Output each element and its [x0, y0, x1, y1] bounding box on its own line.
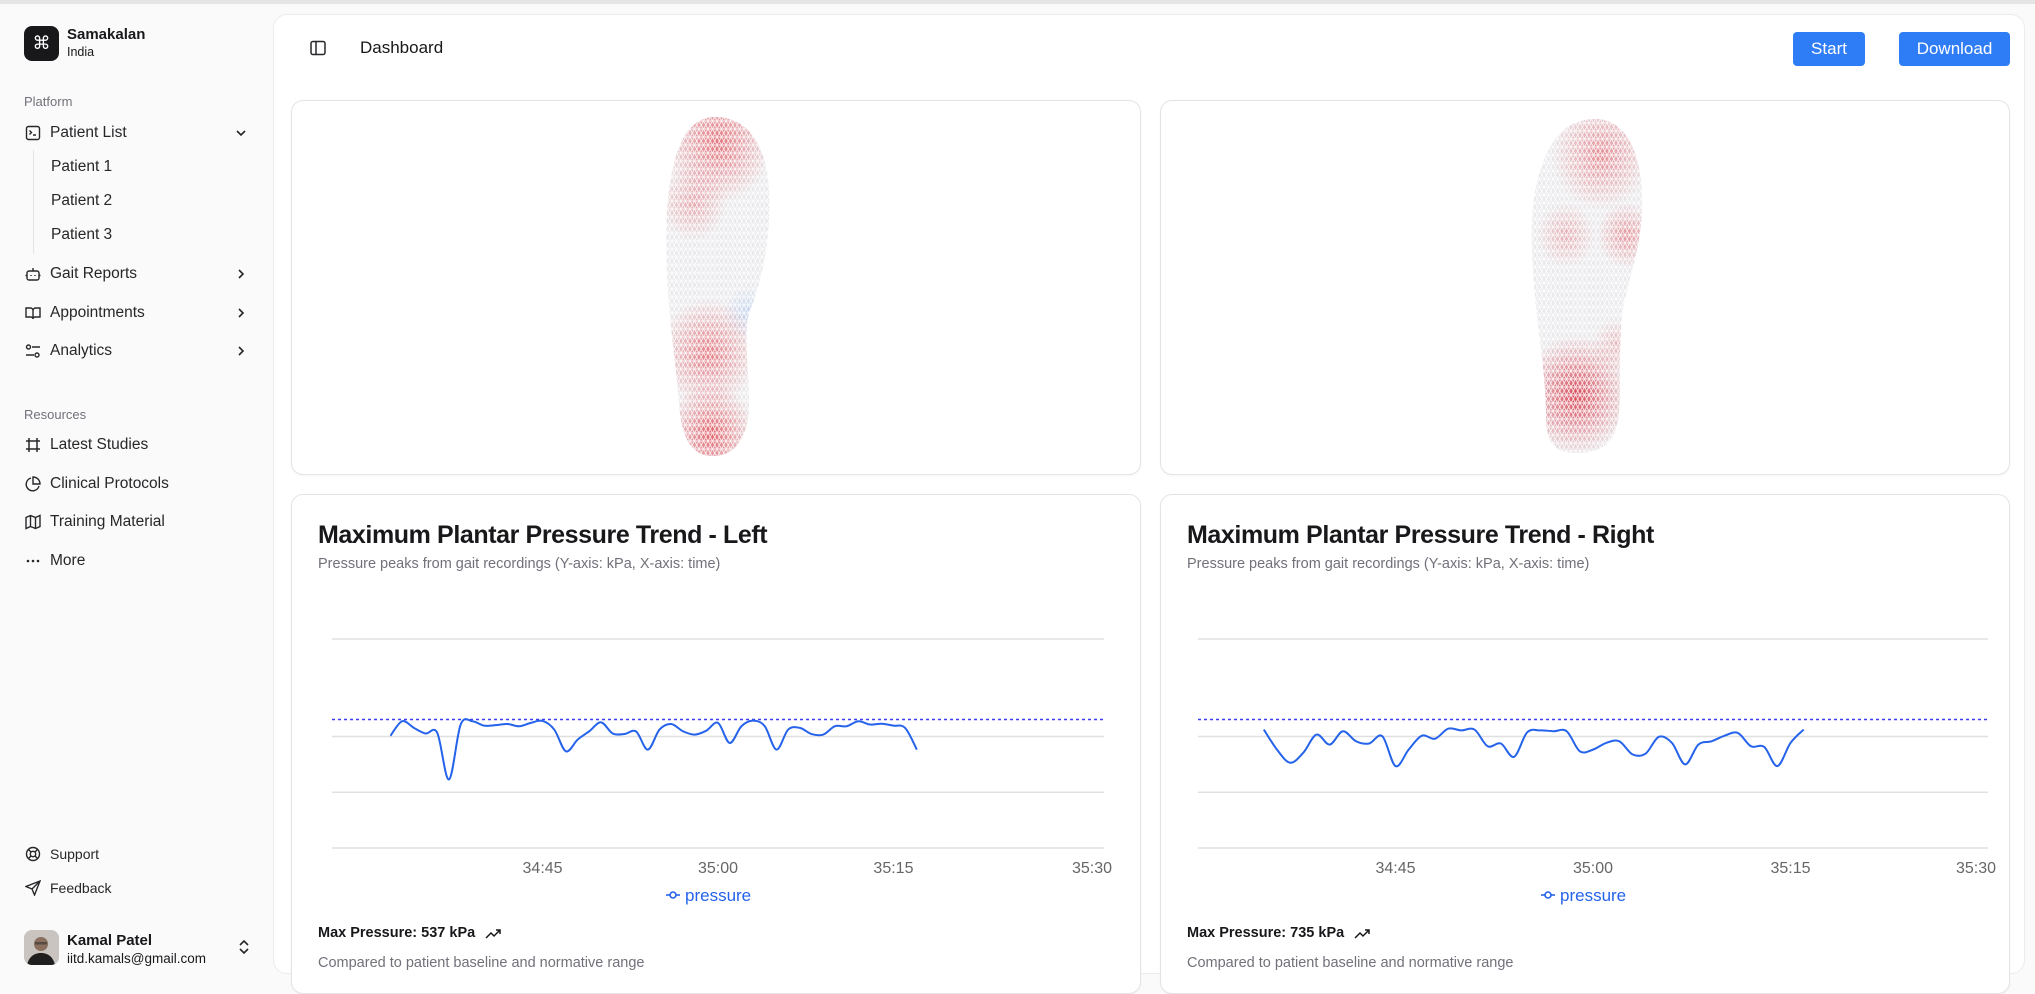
comparison-note: Compared to patient baseline and normati…	[318, 955, 644, 971]
pie-chart-icon	[24, 475, 42, 493]
chevron-down-icon	[232, 124, 250, 142]
sidebar-item-label: Training Material	[50, 513, 165, 531]
sidebar-item-training-material[interactable]: Training Material	[24, 507, 254, 537]
main-panel: Dashboard Start Download Maximum Plantar…	[273, 14, 2025, 974]
pressure-line-chart-left: 34:45 35:00 35:15 35:30 pressure	[292, 595, 1142, 915]
sidebar-item-patient-3[interactable]: Patient 3	[51, 220, 112, 250]
platform-label: Platform	[24, 94, 72, 109]
life-buoy-icon	[24, 845, 42, 863]
brand-subtitle: India	[67, 45, 94, 59]
sidebar-item-more[interactable]: More	[24, 546, 254, 576]
x-tick-label: 34:45	[1375, 860, 1415, 877]
sidebar-item-feedback[interactable]: Feedback	[24, 873, 254, 903]
sidebar-item-label: Feedback	[50, 880, 111, 896]
legend-item-pressure[interactable]: pressure	[1541, 886, 1626, 905]
max-pressure-label: Max Pressure: 735 kPa	[1187, 925, 1344, 941]
x-tick-label: 35:15	[1770, 860, 1810, 877]
start-button[interactable]: Start	[1793, 32, 1865, 66]
send-icon	[24, 879, 42, 897]
avatar	[24, 930, 59, 965]
sidebar-item-patient-2[interactable]: Patient 2	[51, 186, 112, 216]
x-tick-label: 35:00	[698, 860, 738, 877]
x-tick-label: 35:00	[1573, 860, 1613, 877]
legend-label: pressure	[1560, 886, 1626, 905]
pressure-line-chart-right: 34:45 35:00 35:15 35:30 pressure	[1161, 595, 2011, 915]
trending-up-icon	[485, 927, 501, 939]
user-name: Kamal Patel	[67, 932, 152, 949]
terminal-square-icon	[24, 124, 42, 142]
more-horizontal-icon	[24, 552, 42, 570]
legend-dot-icon	[670, 892, 676, 898]
user-email: iitd.kamals@gmail.com	[67, 951, 206, 966]
pressure-series-line	[1264, 728, 1804, 766]
sidebar-item-patient-list[interactable]: Patient List	[24, 118, 254, 148]
brand-name: Samakalan	[67, 26, 145, 43]
sidebar-item-label: More	[50, 552, 85, 570]
settings-sliders-icon	[24, 342, 42, 360]
max-pressure: Max Pressure: 735 kPa	[1187, 925, 1370, 941]
chevron-right-icon	[232, 304, 250, 322]
chevron-right-icon	[232, 342, 250, 360]
legend-item-pressure[interactable]: pressure	[666, 886, 751, 905]
resources-label: Resources	[24, 407, 86, 422]
book-open-icon	[24, 304, 42, 322]
sidebar-item-label: Latest Studies	[50, 436, 148, 454]
chevron-right-icon	[232, 265, 250, 283]
sidebar-item-clinical-protocols[interactable]: Clinical Protocols	[24, 469, 254, 499]
chart-card-left: Maximum Plantar Pressure Trend - Left Pr…	[291, 494, 1141, 994]
sidebar-item-patient-1[interactable]: Patient 1	[51, 152, 112, 182]
max-pressure: Max Pressure: 537 kPa	[318, 925, 501, 941]
sidebar-item-label: Analytics	[50, 342, 112, 360]
foot-map-left-card	[291, 100, 1141, 475]
sidebar-item-label: Clinical Protocols	[50, 475, 169, 493]
sidebar-item-gait-reports[interactable]: Gait Reports	[24, 259, 254, 289]
x-tick-label: 35:30	[1956, 860, 1996, 877]
sidebar-toggle-icon[interactable]	[309, 39, 327, 57]
sidebar-item-label: Gait Reports	[50, 265, 137, 283]
sidebar-item-appointments[interactable]: Appointments	[24, 298, 254, 328]
foot-map-right-card	[1160, 100, 2010, 475]
sidebar-item-analytics[interactable]: Analytics	[24, 336, 254, 366]
pressure-series-line	[390, 719, 916, 779]
bot-icon	[24, 265, 42, 283]
sidebar-item-label: Appointments	[50, 304, 145, 322]
chart-card-right: Maximum Plantar Pressure Trend - Right P…	[1160, 494, 2010, 994]
chart-title: Maximum Plantar Pressure Trend - Right	[1187, 521, 1654, 550]
chevrons-up-down-icon	[236, 938, 252, 956]
max-pressure-label: Max Pressure: 537 kPa	[318, 925, 475, 941]
command-icon[interactable]: ⌘	[24, 26, 59, 61]
legend-dot-icon	[1545, 892, 1551, 898]
window-top-border	[0, 0, 2035, 4]
plantar-pressure-heatmap-right	[1526, 115, 1646, 455]
plantar-pressure-heatmap-left	[663, 113, 783, 458]
sidebar-item-support[interactable]: Support	[24, 839, 254, 869]
page-title: Dashboard	[360, 38, 443, 58]
trending-up-icon	[1354, 927, 1370, 939]
user-menu[interactable]: Kamal Patel iitd.kamals@gmail.com	[24, 930, 254, 968]
chart-title: Maximum Plantar Pressure Trend - Left	[318, 521, 767, 550]
chart-subtitle: Pressure peaks from gait recordings (Y-a…	[318, 556, 720, 572]
chart-subtitle: Pressure peaks from gait recordings (Y-a…	[1187, 556, 1589, 572]
legend-label: pressure	[685, 886, 751, 905]
sidebar-item-label: Support	[50, 846, 99, 862]
x-tick-label: 35:30	[1072, 860, 1112, 877]
sidebar-item-label: Patient List	[50, 124, 127, 142]
download-button[interactable]: Download	[1899, 32, 2010, 66]
comparison-note: Compared to patient baseline and normati…	[1187, 955, 1513, 971]
sidebar: ⌘ Samakalan India Platform Patient List …	[0, 4, 272, 965]
x-tick-label: 34:45	[523, 860, 563, 877]
map-icon	[24, 513, 42, 531]
x-tick-label: 35:15	[873, 860, 913, 877]
submenu-line	[33, 150, 34, 254]
frame-icon	[24, 436, 42, 454]
sidebar-item-latest-studies[interactable]: Latest Studies	[24, 430, 254, 460]
